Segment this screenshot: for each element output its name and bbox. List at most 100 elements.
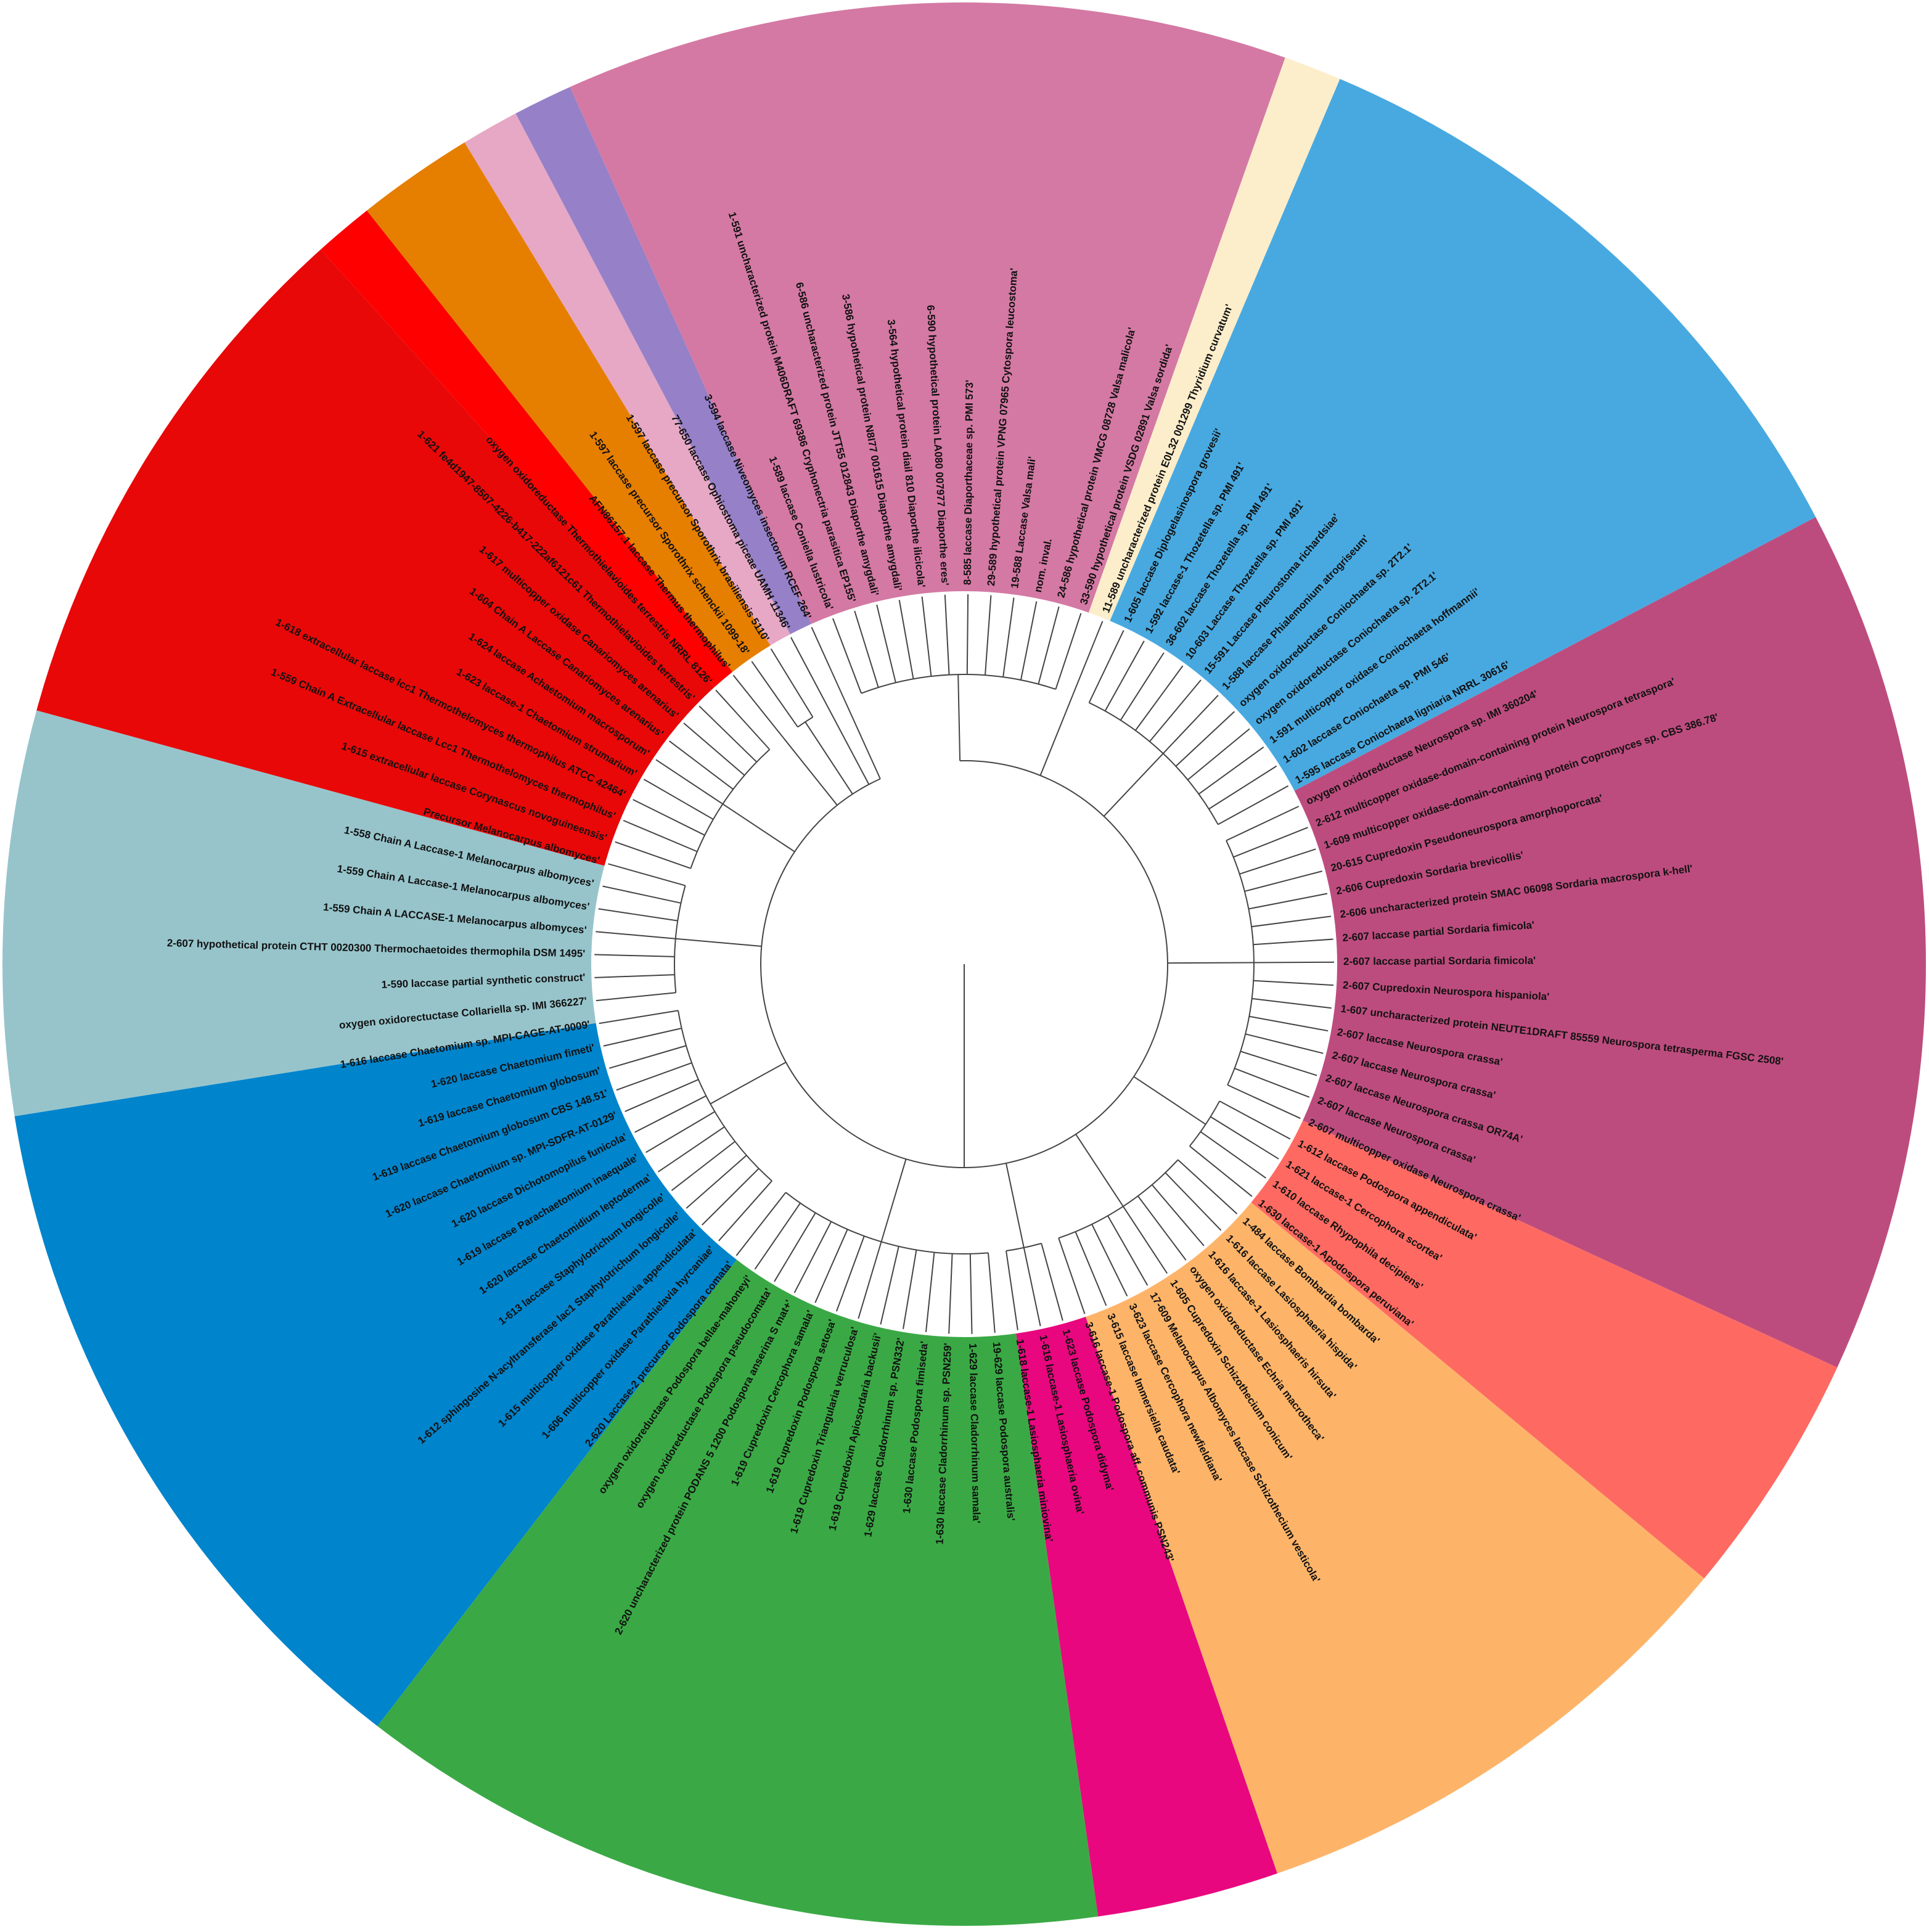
leaf-branch [1276, 806, 1299, 817]
leaf-connector [722, 728, 757, 762]
leaf-connector [1219, 1101, 1275, 1131]
leaf-connector [887, 644, 896, 682]
leaf-branch [903, 1316, 905, 1329]
leaf-branch [791, 637, 800, 654]
leaf-connector [1092, 1224, 1118, 1278]
leaf-branch [1179, 1217, 1204, 1245]
leaf-connector [1024, 1248, 1038, 1311]
leaf-connector [1227, 1085, 1265, 1102]
leaf-connector [948, 641, 949, 675]
leaf-connector [1234, 842, 1271, 857]
leaf-branch [1266, 766, 1277, 773]
leaf-branch [1151, 1249, 1167, 1273]
leaf-connector [970, 1254, 971, 1290]
leaf-branch [1126, 1248, 1148, 1285]
leaf-connector [816, 1222, 832, 1251]
leaf-connector [615, 933, 676, 939]
leaf-branch [1272, 1061, 1317, 1075]
leaf-branch [599, 1018, 629, 1023]
leaf-connector [1041, 1243, 1052, 1284]
leaf-connector [1235, 1068, 1287, 1088]
leaf-branch [1150, 653, 1164, 674]
leaf-connector [1198, 768, 1234, 794]
leaf-branch [608, 864, 632, 870]
leaf-connector [701, 765, 733, 789]
leaf-connector [747, 724, 770, 749]
leaf-connector [1075, 1232, 1092, 1274]
leaf-branch [1235, 747, 1264, 768]
leaf-branch [1309, 916, 1331, 919]
leaf-connector [768, 684, 798, 727]
leaf-branch [1275, 1131, 1290, 1139]
leaf-connector [686, 804, 713, 819]
leaf-branch [752, 661, 767, 684]
leaf-connector [647, 1046, 686, 1057]
leaf-branch [993, 1303, 995, 1333]
leaf-label: 8-585 laccase Diaporthaceae sp. PMI 573' [962, 380, 975, 585]
leaf-connector [1136, 697, 1160, 731]
leaf-branch [774, 1261, 787, 1281]
leaf-connector [870, 1242, 881, 1279]
leaf-connector [642, 829, 697, 852]
leaf-branch [880, 1298, 887, 1325]
leaf-connector [1240, 1051, 1272, 1061]
leaf-connector [619, 1028, 681, 1042]
leaf-connector [862, 636, 878, 687]
leaf-branch [1121, 641, 1144, 682]
leaf-connector [1073, 660, 1087, 695]
leaf-connector [1108, 1216, 1126, 1248]
leaf-connector [665, 1096, 706, 1118]
clade-stem [1040, 695, 1072, 776]
leaf-branch [596, 999, 610, 1001]
leaf-connector [887, 1246, 898, 1298]
leaf-connector [1150, 692, 1191, 742]
leaf-branch [1306, 984, 1333, 986]
leaf-connector [1176, 742, 1202, 766]
clade-stem [882, 1159, 906, 1242]
clade-stem [1168, 962, 1254, 963]
leaf-connector [905, 1250, 916, 1317]
clade-stem [1006, 1163, 1024, 1248]
leaf-label: 2-607 laccase partial Sordaria fimicola' [1343, 955, 1536, 968]
leaf-branch [1283, 894, 1327, 903]
leaf-connector [1038, 649, 1047, 684]
leaf-branch [1093, 1274, 1107, 1306]
leaf-connector [777, 1203, 800, 1238]
leaf-branch [945, 595, 948, 641]
leaf-branch [1264, 786, 1288, 799]
leaf-branch [699, 706, 722, 728]
leaf-branch [1048, 607, 1059, 649]
leaf-connector [639, 1063, 692, 1082]
leaf-connector [1254, 962, 1321, 963]
leaf-connector [1123, 1206, 1152, 1249]
leaf-branch [971, 1290, 972, 1334]
leaf-branch [1177, 1248, 1186, 1260]
clade-stem [1076, 1134, 1123, 1206]
leaf-connector [656, 856, 691, 869]
leaf-branch [1292, 871, 1322, 879]
leaf-connector [1089, 660, 1110, 703]
leaf-branch [922, 597, 926, 629]
leaf-branch [644, 779, 686, 803]
leaf-branch [1229, 1152, 1266, 1178]
leaf-branch [633, 800, 664, 815]
leaf-branch [1109, 631, 1123, 661]
leaf-branch [899, 600, 903, 618]
leaf-connector [832, 671, 845, 700]
leaf-branch [658, 1148, 693, 1172]
leaf-connector [678, 774, 723, 804]
leaf-branch [755, 1238, 777, 1269]
leaf-connector [1253, 981, 1306, 984]
leaf-branch [1202, 711, 1235, 742]
leaf-connector [693, 1127, 724, 1148]
leaf-branch [815, 1273, 828, 1303]
leaf-branch [1190, 680, 1201, 692]
leaf-branch [1287, 1088, 1309, 1097]
leaf-connector [1121, 674, 1151, 721]
leaf-connector [1253, 941, 1297, 944]
leaf-connector [746, 1192, 786, 1243]
clade-stem [958, 674, 960, 761]
leaf-branch [1160, 666, 1182, 697]
leaf-connector [1245, 879, 1292, 891]
